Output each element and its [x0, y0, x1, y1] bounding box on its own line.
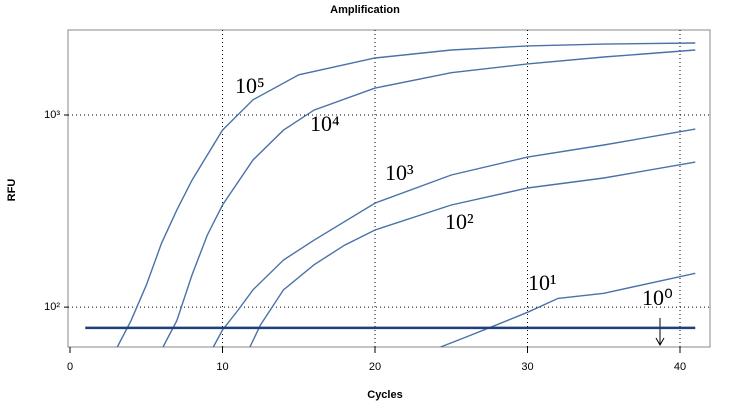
line	[212, 128, 696, 348]
annotation: 10⁰	[642, 285, 673, 310]
x-tick-label: 10	[216, 361, 228, 373]
y-tick-label: 10³	[44, 109, 60, 121]
x-tick-label: 40	[674, 361, 686, 373]
line	[249, 161, 696, 348]
x-tick-label: 20	[369, 361, 381, 373]
curve-label: 10⁴	[310, 111, 340, 136]
curve-label: 10⁵	[235, 73, 265, 98]
y-axis-label: RFU	[6, 179, 18, 202]
line	[162, 49, 696, 348]
curve-label: 10³	[385, 160, 414, 185]
plot-frame	[67, 29, 711, 348]
chart-title: Amplification	[330, 4, 400, 16]
x-tick-label: 30	[521, 361, 533, 373]
curve-label: 10²	[445, 209, 474, 234]
x-tick-label: 0	[67, 361, 73, 373]
y-tick-label: 10²	[44, 301, 60, 313]
curve-label: 10¹	[528, 270, 557, 295]
annotation-arrow-head	[655, 337, 665, 347]
line	[116, 42, 696, 348]
x-axis-label: Cycles	[367, 389, 402, 401]
line	[440, 272, 696, 348]
